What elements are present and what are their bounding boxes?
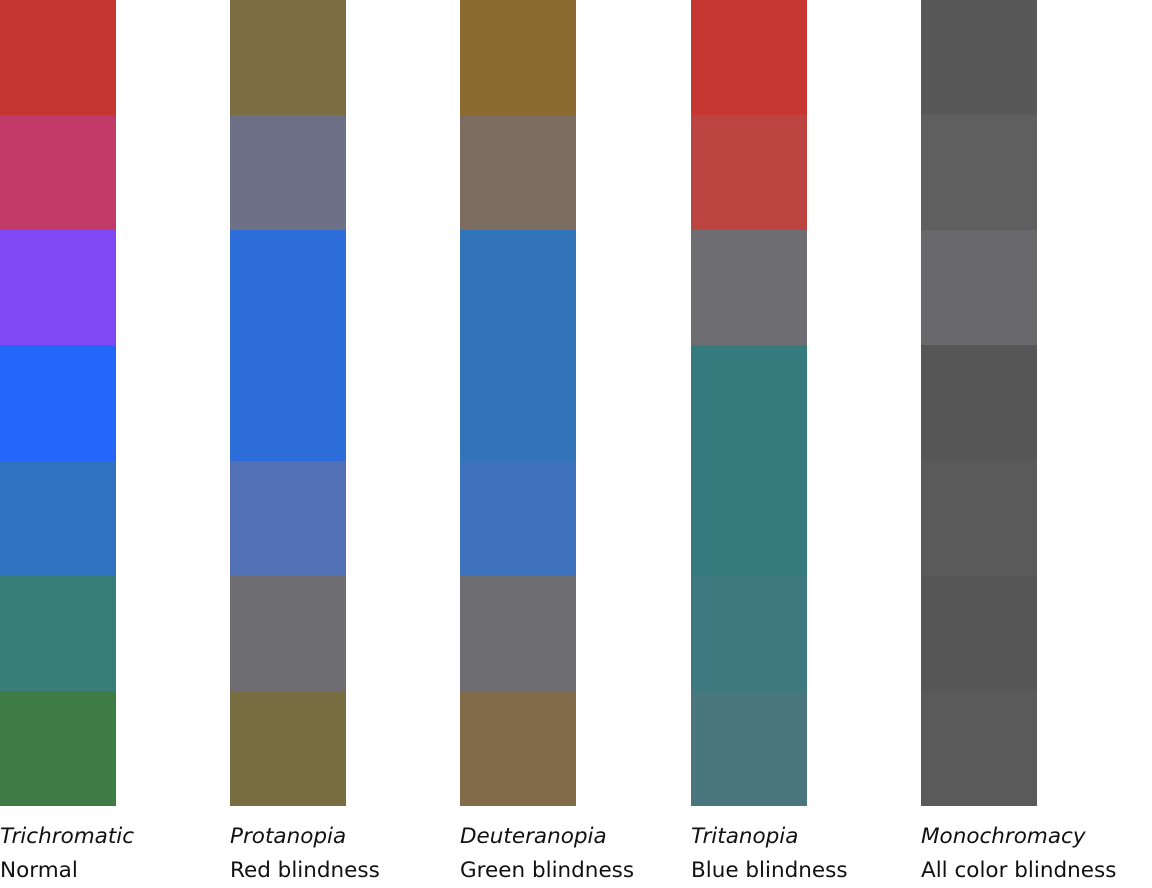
column-tritanopia: Tritanopia Blue blindness bbox=[691, 0, 848, 883]
color-swatch bbox=[0, 575, 116, 691]
color-swatch bbox=[921, 575, 1037, 691]
color-swatch bbox=[230, 345, 346, 461]
color-swatch bbox=[230, 690, 346, 806]
color-swatch bbox=[0, 115, 116, 231]
column-trichromatic: Trichromatic Normal bbox=[0, 0, 134, 883]
color-swatch bbox=[460, 460, 576, 576]
vision-type-description: Red blindness bbox=[230, 858, 380, 883]
color-swatch bbox=[230, 115, 346, 231]
color-swatch bbox=[691, 345, 807, 461]
color-swatch bbox=[230, 575, 346, 691]
column-deuteranopia: Deuteranopia Green blindness bbox=[460, 0, 634, 883]
vision-type-name: Protanopia bbox=[230, 824, 347, 849]
color-swatch bbox=[0, 345, 116, 461]
color-swatch bbox=[691, 690, 807, 806]
color-swatch bbox=[0, 230, 116, 346]
color-swatch bbox=[691, 230, 807, 346]
vision-type-name: Monochromacy bbox=[921, 824, 1086, 849]
vision-type-description: Blue blindness bbox=[691, 858, 848, 883]
column-monochromacy: Monochromacy All color blindness bbox=[921, 0, 1116, 883]
color-swatch bbox=[460, 345, 576, 461]
swatch-stack bbox=[0, 0, 116, 806]
color-swatch bbox=[691, 575, 807, 691]
color-swatch bbox=[921, 0, 1037, 116]
column-label: Deuteranopia Green blindness bbox=[460, 820, 634, 888]
color-swatch bbox=[460, 0, 576, 116]
color-swatch bbox=[921, 690, 1037, 806]
color-swatch bbox=[230, 0, 346, 116]
column-label: Protanopia Red blindness bbox=[230, 820, 380, 888]
column-label: Tritanopia Blue blindness bbox=[691, 820, 848, 888]
color-swatch bbox=[460, 575, 576, 691]
color-swatch bbox=[0, 690, 116, 806]
color-swatch bbox=[460, 690, 576, 806]
color-swatch bbox=[691, 460, 807, 576]
color-swatch bbox=[460, 115, 576, 231]
color-swatch bbox=[691, 115, 807, 231]
swatch-stack bbox=[230, 0, 346, 806]
color-swatch bbox=[691, 0, 807, 116]
color-swatch bbox=[921, 460, 1037, 576]
vision-type-name: Deuteranopia bbox=[460, 824, 607, 849]
color-swatch bbox=[230, 230, 346, 346]
color-swatch bbox=[921, 345, 1037, 461]
column-protanopia: Protanopia Red blindness bbox=[230, 0, 380, 883]
vision-type-description: Green blindness bbox=[460, 858, 635, 883]
swatch-stack bbox=[691, 0, 807, 806]
swatch-stack bbox=[921, 0, 1037, 806]
column-label: Trichromatic Normal bbox=[0, 820, 134, 888]
color-swatch bbox=[921, 230, 1037, 346]
color-swatch bbox=[0, 0, 116, 116]
vision-type-description: All color blindness bbox=[921, 858, 1117, 883]
vision-type-name: Tritanopia bbox=[691, 824, 799, 849]
swatch-stack bbox=[460, 0, 576, 806]
color-swatch bbox=[921, 115, 1037, 231]
vision-type-description: Normal bbox=[0, 858, 78, 883]
column-label: Monochromacy All color blindness bbox=[921, 820, 1116, 888]
color-swatch bbox=[460, 230, 576, 346]
color-swatch bbox=[0, 460, 116, 576]
color-swatch bbox=[230, 460, 346, 576]
vision-type-name: Trichromatic bbox=[0, 824, 135, 849]
